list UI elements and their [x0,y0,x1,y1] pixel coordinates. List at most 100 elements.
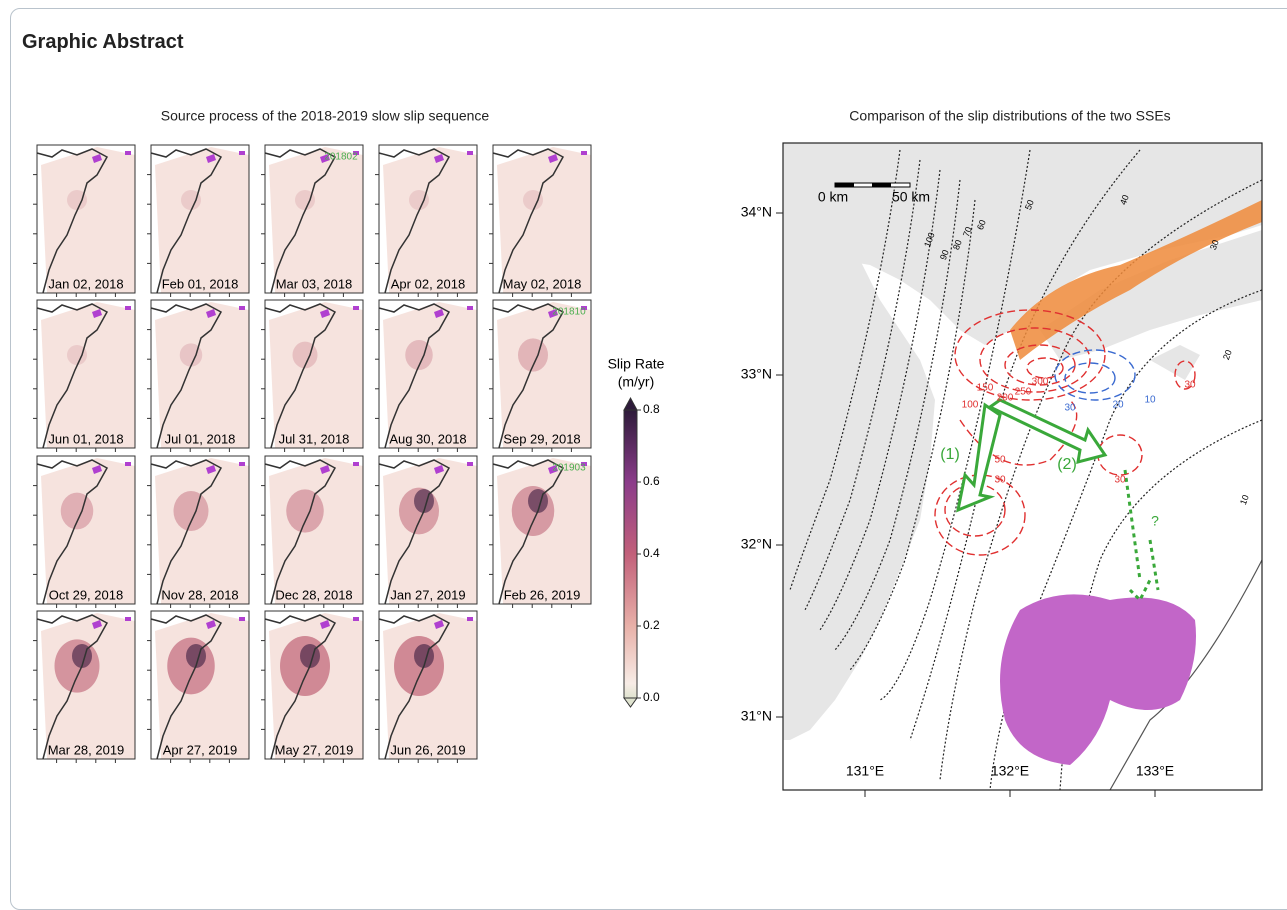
coastline [36,303,109,449]
slip-label: 10 [1144,395,1156,406]
tremor [434,151,473,163]
panel-date: Jul 01, 2018 [165,431,236,446]
fault-plane [383,302,477,448]
land [783,143,1262,345]
tremor [206,151,245,163]
fault-plane [383,458,477,604]
slip-patch [409,190,429,210]
panel-tag: 201903 [552,463,586,474]
fault-plane [497,302,591,448]
slip-panel: Aug 30, 2018 [375,299,478,452]
slip-patch [67,190,87,210]
slip-panel: Mar 28, 2019 [33,610,136,763]
panel-date: Aug 30, 2018 [389,431,466,446]
panel-frame [150,610,250,760]
coastline [264,303,337,449]
panel-date: May 27, 2019 [275,742,354,757]
tremor [92,151,131,163]
depth-label: 70 [961,225,974,238]
slip-patch [179,343,203,367]
panel-date: Mar 03, 2018 [276,276,353,291]
panel-frame [150,455,250,605]
fault-plane [155,302,249,448]
slip-patch [286,489,324,533]
slip-patch [523,190,543,210]
depth-label: 60 [975,218,988,231]
land [1150,345,1200,380]
coastline [36,459,109,605]
scale-bar [872,183,891,187]
tremor [92,306,131,318]
scale-bar [835,183,854,187]
panel-date: Jun 26, 2019 [390,742,465,757]
panel-frame [36,610,136,760]
fault-plane [269,147,363,293]
colorbar-cap [623,697,638,708]
trench [1109,559,1262,790]
panel-frame [378,455,478,605]
map [783,143,1262,790]
coastline [492,303,565,449]
colorbar-cap [623,396,638,411]
tremor [548,151,587,163]
panel-date: Dec 28, 2018 [275,587,352,602]
slip-contours-blue [1054,349,1136,401]
colorbar-tick-label: 0.4 [643,546,660,560]
arrow-label: (2) [1057,456,1077,473]
slip-panel: Nov 28, 2018 [147,455,250,608]
coastline [150,303,223,449]
lon-label: 132°E [991,763,1029,779]
slip-patch [173,491,209,531]
arrow [1148,539,1160,591]
depth-label: 30 [1208,238,1221,251]
arrow [955,402,1002,513]
page-title: Graphic Abstract [22,31,184,53]
panel-frame [150,299,250,449]
arrow-label: (1) [940,446,960,463]
lon-label: 131°E [846,763,884,779]
slip-panel: Jul 31, 2018 [261,299,364,452]
tremor [434,306,473,318]
slip-patch [181,190,201,210]
coastline [150,148,223,294]
slip-patch [295,190,315,210]
panel-date: Nov 28, 2018 [161,587,238,602]
tremor [434,617,473,629]
slip-panel: Feb 26, 2019 201903 [489,455,592,608]
arrow-label: ? [1151,513,1159,529]
fault-plane [269,458,363,604]
panel-date: Feb 01, 2018 [162,276,239,291]
panel-date: Mar 28, 2019 [48,742,125,757]
figure: Source process of the 2018-2019 slow sli… [33,108,1263,797]
coastline [36,614,109,760]
panel-frame [36,144,136,294]
lat-label: 34°N [741,204,772,220]
slip-panel: Jan 02, 2018 [33,144,136,297]
panel-date: Apr 27, 2019 [163,742,237,757]
lat-label: 33°N [741,366,772,382]
coastline [378,303,451,449]
tremor [434,462,473,474]
slip-panel: Jul 01, 2018 [147,299,250,452]
coastline [264,614,337,760]
slip-panel: Sep 29, 2018 201810 [489,299,592,452]
slip-label: 30 [1064,403,1076,414]
fault-plane [41,613,135,759]
panel-frame [264,610,364,760]
slip-patch [60,492,94,530]
panel-frame [264,455,364,605]
panel-date: Sep 29, 2018 [503,431,580,446]
slip-panel: Dec 28, 2018 [261,455,364,608]
fault-plane [41,458,135,604]
panel-date: Jul 31, 2018 [279,431,350,446]
fault-plane [155,147,249,293]
fault-plane [497,147,591,293]
land [1040,230,1262,360]
colorbar-tick-label: 0.6 [643,474,660,488]
fault-plane [383,147,477,293]
panel-date: Apr 02, 2018 [391,276,465,291]
slip-label: 200 [997,393,1014,404]
slip-panel: Oct 29, 2018 [33,455,136,608]
slip-label: 100 [962,400,979,411]
fault-plane [155,458,249,604]
